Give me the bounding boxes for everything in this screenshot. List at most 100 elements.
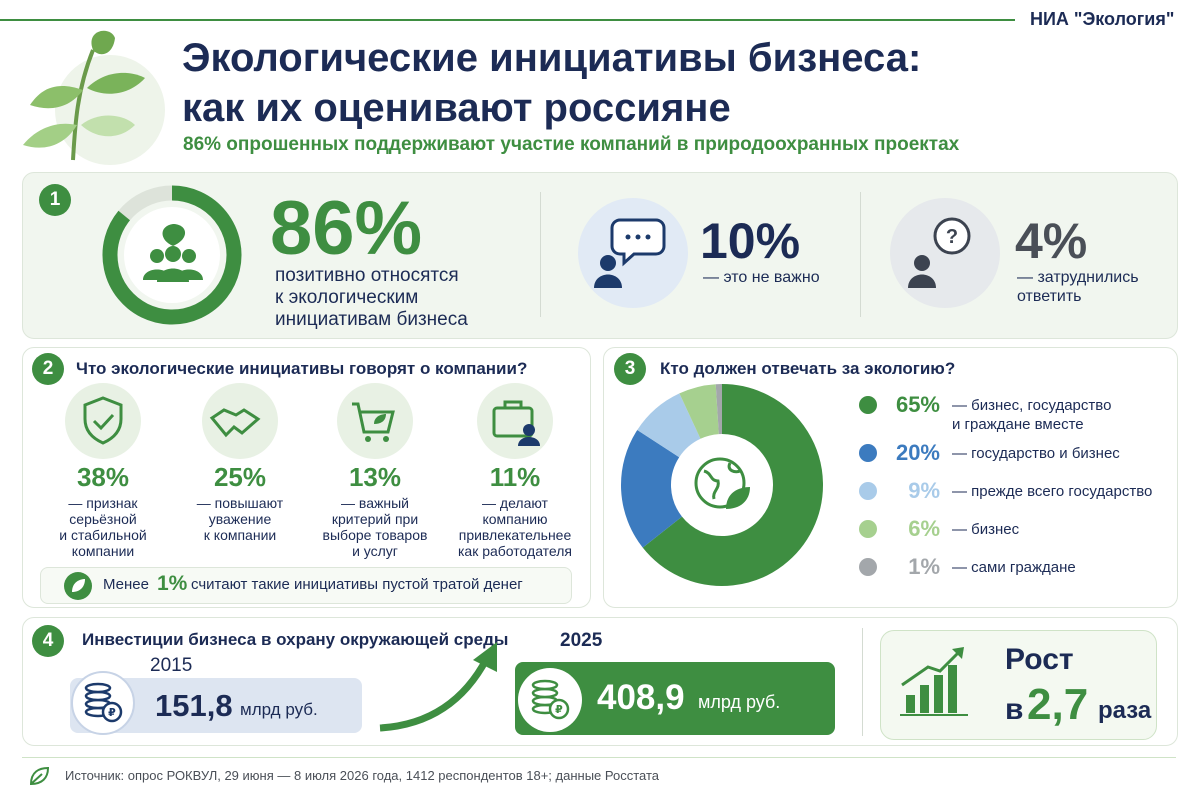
text-line: — делают [482, 495, 548, 511]
section-title: Инвестиции бизнеса в охрану окружающей с… [82, 630, 509, 649]
unit: млрд руб. [240, 700, 318, 719]
legend-percent: 20% [895, 440, 940, 465]
donut-arc [102, 185, 242, 325]
text-line: критерий при [331, 511, 419, 527]
amount: 408,9 [597, 678, 685, 717]
text-line: — важный [341, 495, 409, 511]
year: 2025 [560, 630, 603, 651]
coins-icon: ₽ [71, 671, 135, 735]
reason-text: — делают компанию привлекательнее как работ… [445, 495, 585, 559]
title-line: Экологические инициативы бизнеса: [182, 36, 922, 80]
leaf-illustration [23, 30, 165, 165]
coins-icon: ₽ [518, 668, 582, 732]
stat-percent: 10% [700, 213, 801, 269]
legend-dot [859, 396, 877, 414]
legend-text: — прежде всего государство [952, 482, 1152, 501]
reason-percent: 13% [348, 462, 402, 492]
people-icon [143, 224, 203, 282]
text-line: позитивно относятся [275, 265, 459, 286]
growth-word: Рост [1005, 643, 1074, 676]
responsibility-donut [621, 384, 823, 586]
note-box [40, 567, 572, 604]
text-line: как работодателя [457, 543, 572, 559]
donut-segment [679, 384, 720, 440]
legend-percent: 9% [908, 478, 940, 503]
leaf-icon [64, 572, 92, 600]
svg-text:₽: ₽ [555, 704, 563, 716]
divider [540, 192, 541, 317]
reason-percent: 38% [76, 462, 130, 492]
text-line: — это не важно [703, 269, 820, 286]
source: Источник: опрос РОКВУЛ, 29 июня — 8 июля… [65, 768, 660, 783]
text-line: — сами граждане [952, 559, 1076, 576]
source-tag: НИА "Экология" [1030, 9, 1175, 29]
legend-text: — сами граждане [952, 558, 1076, 577]
unit: млрд руб. [698, 692, 781, 712]
text-line: — повышают [196, 495, 284, 511]
text-line: к компании [203, 527, 277, 543]
leaf-icon [29, 766, 50, 786]
text-line: — бизнес, государство [952, 397, 1112, 414]
legend-dot [859, 558, 877, 576]
badge: 1 [39, 184, 71, 216]
note-before: Менее [103, 576, 149, 593]
main-text: позитивно относятся к экологическим иниц… [275, 265, 468, 331]
text-line: выборе товаров [322, 527, 428, 543]
svg-text:₽: ₽ [108, 707, 116, 719]
text-line: инициативам бизнеса [275, 309, 468, 330]
reason-percent: 11% [489, 462, 541, 492]
text-line: ответить [1017, 288, 1082, 305]
growth-arrow [379, 642, 497, 732]
stat-text: — затруднились ответить [1017, 268, 1139, 306]
donut-segment [637, 393, 702, 459]
title-line: как их оценивают россияне [182, 86, 731, 130]
text-line: — государство и бизнес [952, 445, 1120, 462]
bar-growth-icon [900, 647, 968, 716]
growth-suffix: раза [1098, 697, 1152, 724]
badge: 4 [32, 625, 64, 657]
donut-hole [676, 439, 768, 531]
svg-text:?: ? [946, 226, 958, 248]
footer-rule [22, 757, 1176, 758]
reason-text: — признак серьёзной и стабильной компании [33, 495, 173, 559]
legend-dot [859, 482, 877, 500]
globe-icon [694, 457, 750, 509]
reason-percent: 25% [213, 462, 267, 492]
legend-percent: 65% [895, 392, 940, 417]
section-title: Что экологические инициативы говорят о к… [76, 359, 528, 378]
legend-percent: 6% [908, 516, 940, 541]
legend-dot [859, 520, 877, 538]
text-line: компании [71, 543, 135, 559]
note-after: считают такие инициативы пустой тратой д… [191, 576, 523, 593]
badge: 3 [614, 353, 646, 385]
growth-factor: 2,7 [1027, 680, 1089, 729]
text-line: и услуг [352, 543, 398, 559]
text-line: компанию [482, 511, 548, 527]
reason-text: — важный критерий при выборе товаров и услу… [305, 495, 445, 559]
main-percent: 86% [270, 186, 423, 271]
subtitle: 86% опрошенных поддерживают участие комп… [183, 134, 960, 155]
text-line: — прежде всего государство [952, 483, 1153, 500]
donut-segment [642, 384, 823, 586]
text-line: и стабильной [59, 527, 147, 543]
text-line: серьёзной [69, 511, 137, 527]
legend-text: — бизнес [952, 520, 1019, 539]
question-icon: ? [890, 198, 1000, 308]
donut-segment [621, 430, 683, 548]
header-rule [0, 19, 1015, 21]
title: Экологические инициативы бизнеса: как их… [182, 33, 921, 133]
stat-percent: 4% [1015, 213, 1088, 269]
speech-icon [578, 198, 688, 308]
legend-percent: 1% [908, 554, 940, 579]
text-line: и граждане вместе [952, 416, 1084, 433]
divider [862, 628, 863, 736]
text-line: уважение [208, 511, 272, 527]
legend-text: — государство и бизнес [952, 444, 1120, 463]
reason-text: — повышают уважение к компании [170, 495, 310, 543]
text-line: привлекательнее [458, 527, 572, 543]
badge: 2 [32, 353, 64, 385]
text-line: к экологическим [275, 287, 419, 308]
reason-icons [65, 383, 553, 459]
note-value: 1% [157, 572, 188, 595]
